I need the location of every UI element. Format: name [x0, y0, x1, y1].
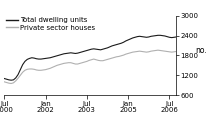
Y-axis label: no.: no.: [195, 46, 207, 55]
Legend: Total dwelling units, Private sector houses: Total dwelling units, Private sector hou…: [5, 16, 96, 31]
